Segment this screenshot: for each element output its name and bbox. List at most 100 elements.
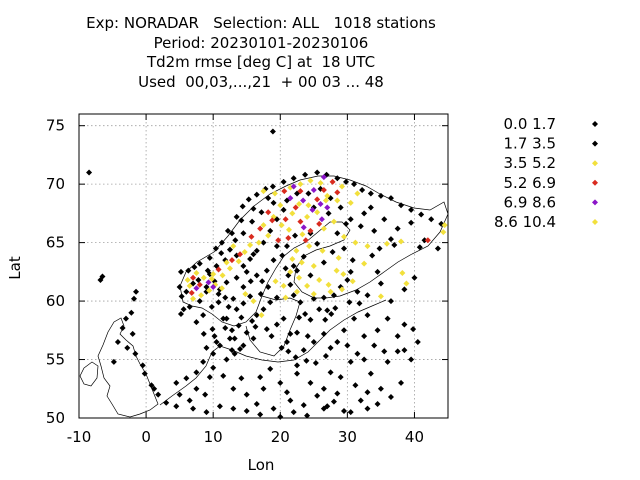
data-point-series-2 xyxy=(343,220,350,227)
data-point-series-3 xyxy=(316,277,323,284)
data-point-series-1 xyxy=(287,330,294,337)
data-point-series-1 xyxy=(196,298,203,305)
data-point-series-5 xyxy=(205,279,212,286)
data-point-series-3 xyxy=(206,287,213,294)
data-point-series-1 xyxy=(225,303,232,310)
data-point-series-1 xyxy=(209,326,216,333)
data-point-series-1 xyxy=(193,369,200,376)
data-point-series-3 xyxy=(352,239,359,246)
x-tick-label: 0 xyxy=(141,428,151,446)
data-point-series-1 xyxy=(344,277,351,284)
data-point-series-3 xyxy=(294,288,301,295)
data-point-series-1 xyxy=(208,303,215,310)
data-point-series-3 xyxy=(304,282,311,289)
data-point-series-1 xyxy=(222,324,229,331)
data-point-series-3 xyxy=(354,190,361,197)
data-point-series-1 xyxy=(278,344,285,351)
data-point-series-1 xyxy=(300,402,307,409)
data-point-series-1 xyxy=(155,391,162,398)
coastline-ireland xyxy=(79,361,99,387)
data-point-series-4 xyxy=(188,289,195,296)
data-point-series-1 xyxy=(359,187,366,193)
data-point-series-3 xyxy=(260,222,267,229)
data-point-series-3 xyxy=(330,218,337,225)
data-point-series-3 xyxy=(341,233,348,240)
data-point-series-1 xyxy=(387,393,394,400)
data-point-series-3 xyxy=(403,280,410,287)
data-point-series-3 xyxy=(242,291,249,298)
data-point-series-1 xyxy=(230,385,237,392)
data-point-series-1 xyxy=(369,252,376,259)
data-point-series-1 xyxy=(213,339,220,345)
data-point-series-1 xyxy=(206,374,213,381)
data-point-series-4 xyxy=(237,251,244,258)
data-point-series-1 xyxy=(327,369,334,376)
data-point-series-1 xyxy=(186,303,193,310)
data-point-series-3 xyxy=(297,181,304,188)
data-point-series-3 xyxy=(347,199,354,206)
data-point-series-1 xyxy=(376,245,383,252)
data-point-series-1 xyxy=(401,286,408,293)
data-point-series-1 xyxy=(129,330,136,337)
data-point-series-3 xyxy=(298,259,305,266)
data-point-series-1 xyxy=(408,219,415,226)
data-point-series-1 xyxy=(401,347,408,354)
data-point-series-2 xyxy=(329,248,336,255)
data-point-series-1 xyxy=(421,237,428,244)
data-point-series-5 xyxy=(300,197,307,204)
data-point-series-1 xyxy=(245,196,252,203)
data-point-series-3 xyxy=(324,192,331,199)
legend-marker-5 xyxy=(592,199,598,206)
data-point-series-5 xyxy=(210,284,217,291)
data-point-series-1 xyxy=(361,356,368,363)
data-point-series-3 xyxy=(258,312,265,319)
data-point-series-1 xyxy=(267,227,274,234)
data-point-series-4 xyxy=(281,188,288,195)
data-point-series-3 xyxy=(441,222,448,229)
data-point-series-1 xyxy=(132,350,139,357)
data-point-series-1 xyxy=(312,360,319,367)
plot-frame xyxy=(78,113,449,419)
data-point-series-1 xyxy=(356,300,363,307)
data-point-series-1 xyxy=(253,312,260,319)
data-point-series-1 xyxy=(224,227,231,234)
data-point-series-1 xyxy=(330,292,337,299)
data-point-series-3 xyxy=(293,247,300,254)
data-point-series-1 xyxy=(233,274,240,281)
axis-ticks: -10 0 10 20 30 40 50 55 60 65 70 75 xyxy=(46,114,448,446)
data-point-series-1 xyxy=(341,245,348,252)
data-point-series-1 xyxy=(203,409,210,416)
data-point-series-1 xyxy=(283,339,290,345)
data-point-series-1 xyxy=(280,206,287,213)
data-point-series-1 xyxy=(364,405,371,412)
legend-label-4: 5.2 6.9 xyxy=(504,174,556,192)
data-point-series-1 xyxy=(273,243,280,250)
data-point-series-1 xyxy=(381,216,388,223)
data-point-series-2 xyxy=(238,217,245,224)
data-point-series-1 xyxy=(377,192,384,199)
data-point-series-3 xyxy=(399,270,406,277)
data-point-series-3 xyxy=(200,274,207,281)
data-point-series-4 xyxy=(292,204,299,211)
data-point-series-1 xyxy=(411,274,418,281)
data-point-series-4 xyxy=(275,237,282,244)
data-point-series-4 xyxy=(424,237,431,244)
data-point-series-3 xyxy=(361,260,368,267)
data-point-series-1 xyxy=(237,346,244,353)
data-point-series-1 xyxy=(131,295,138,302)
data-point-series-1 xyxy=(290,263,297,269)
data-point-series-4 xyxy=(196,281,203,288)
data-point-series-4 xyxy=(297,218,304,225)
data-point-series-1 xyxy=(240,230,247,237)
data-point-series-1 xyxy=(265,284,272,291)
y-tick-label: 75 xyxy=(46,117,65,135)
data-point-series-1 xyxy=(327,344,334,351)
data-point-series-6 xyxy=(322,197,329,204)
data-point-series-1 xyxy=(124,344,131,351)
data-point-series-3 xyxy=(314,209,321,216)
data-point-series-1 xyxy=(253,272,260,279)
data-point-series-3 xyxy=(349,278,356,285)
title-line-2: Period: 20230101-20230106 xyxy=(153,33,369,52)
data-point-series-3 xyxy=(218,285,225,292)
